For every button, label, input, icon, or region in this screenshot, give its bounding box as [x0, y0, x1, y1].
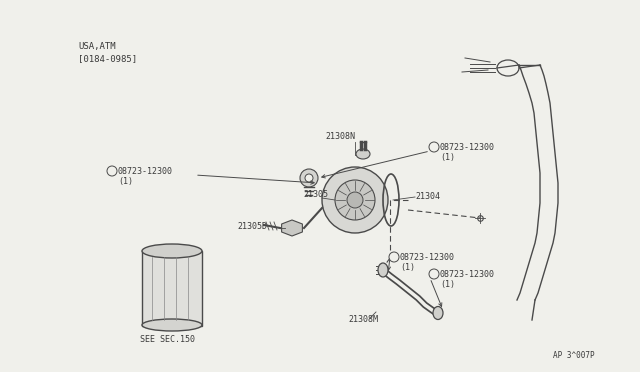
- Ellipse shape: [142, 244, 202, 258]
- Text: [0184-0985]: [0184-0985]: [78, 54, 137, 63]
- Circle shape: [389, 252, 399, 262]
- Text: 08723-12300: 08723-12300: [118, 167, 173, 176]
- Text: C: C: [432, 144, 436, 150]
- Bar: [142, 251, 202, 326]
- Text: 21308M: 21308M: [348, 315, 378, 324]
- Text: (1): (1): [118, 177, 133, 186]
- Text: 21305: 21305: [303, 190, 328, 199]
- Ellipse shape: [378, 263, 388, 277]
- Circle shape: [107, 166, 117, 176]
- Text: C: C: [392, 254, 396, 260]
- Text: 21305D: 21305D: [237, 222, 267, 231]
- Text: C: C: [432, 272, 436, 276]
- Text: AP 3^007P: AP 3^007P: [554, 351, 595, 360]
- Ellipse shape: [142, 319, 202, 331]
- Ellipse shape: [433, 307, 443, 320]
- Ellipse shape: [497, 60, 519, 76]
- Polygon shape: [282, 220, 302, 236]
- Text: (1): (1): [440, 280, 455, 289]
- Text: C: C: [110, 169, 114, 173]
- Text: USA,ATM: USA,ATM: [78, 42, 116, 51]
- Circle shape: [347, 192, 363, 208]
- Circle shape: [429, 142, 439, 152]
- Ellipse shape: [356, 149, 370, 159]
- Text: 08723-12300: 08723-12300: [400, 253, 455, 262]
- Text: (1): (1): [400, 263, 415, 272]
- Text: 21304: 21304: [415, 192, 440, 201]
- Circle shape: [429, 269, 439, 279]
- Text: (1): (1): [440, 153, 455, 162]
- Text: SEE SEC.150: SEE SEC.150: [140, 335, 195, 344]
- Text: 08723-12300: 08723-12300: [440, 143, 495, 152]
- Text: 08723-12300: 08723-12300: [440, 270, 495, 279]
- Circle shape: [322, 167, 388, 233]
- Text: 21308N: 21308N: [325, 132, 355, 141]
- Circle shape: [335, 180, 375, 220]
- Circle shape: [300, 169, 318, 187]
- Circle shape: [305, 174, 313, 182]
